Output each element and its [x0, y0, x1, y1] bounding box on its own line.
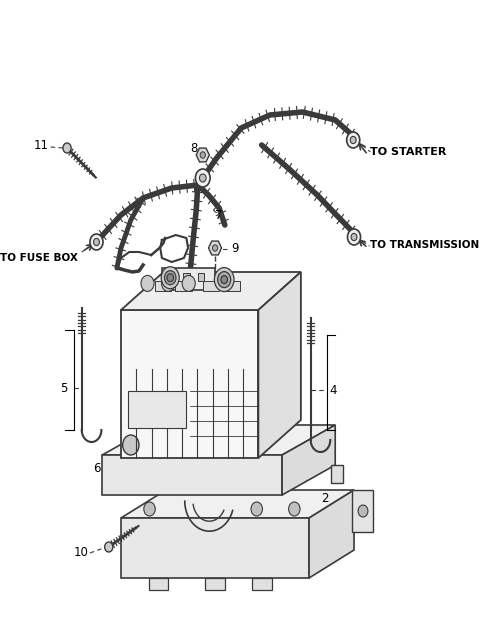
Circle shape: [165, 271, 176, 285]
Circle shape: [105, 542, 113, 552]
Bar: [252, 578, 272, 590]
Circle shape: [162, 275, 175, 292]
Circle shape: [251, 502, 263, 516]
Circle shape: [215, 267, 234, 292]
Text: TO STARTER: TO STARTER: [370, 147, 446, 157]
Bar: [162, 268, 215, 290]
Text: 5: 5: [60, 381, 67, 394]
Circle shape: [123, 435, 139, 455]
Text: 1: 1: [285, 389, 292, 402]
Circle shape: [351, 233, 357, 241]
Circle shape: [213, 245, 217, 251]
Polygon shape: [208, 241, 222, 255]
Bar: [205, 578, 225, 590]
Text: 4: 4: [329, 384, 337, 397]
Text: TO FUSE BOX: TO FUSE BOX: [0, 253, 78, 263]
Text: 7: 7: [215, 209, 223, 222]
Polygon shape: [258, 272, 301, 458]
Text: 8: 8: [191, 142, 198, 155]
Polygon shape: [331, 465, 343, 483]
Circle shape: [90, 234, 103, 250]
Text: 11: 11: [34, 139, 49, 152]
Polygon shape: [102, 425, 335, 455]
Circle shape: [195, 169, 210, 187]
Circle shape: [161, 267, 179, 288]
Circle shape: [221, 275, 228, 284]
Text: 3: 3: [244, 274, 251, 287]
Circle shape: [182, 275, 195, 292]
Circle shape: [144, 502, 155, 516]
Circle shape: [200, 152, 205, 158]
Circle shape: [200, 174, 206, 182]
Bar: [149, 578, 168, 590]
Text: 9: 9: [231, 241, 239, 254]
Bar: [203, 281, 219, 291]
Bar: [128, 391, 186, 428]
Bar: [223, 281, 240, 291]
Circle shape: [167, 274, 173, 282]
Bar: [121, 518, 309, 578]
Text: 2: 2: [321, 491, 329, 504]
Bar: [102, 455, 282, 495]
Polygon shape: [121, 272, 301, 310]
Circle shape: [347, 132, 360, 148]
Text: 6: 6: [93, 462, 101, 475]
Circle shape: [358, 505, 368, 517]
Circle shape: [63, 143, 71, 153]
Polygon shape: [282, 425, 335, 495]
Polygon shape: [121, 490, 354, 518]
Circle shape: [94, 238, 99, 246]
Text: 10: 10: [73, 547, 88, 560]
Bar: [198, 273, 204, 281]
Bar: [352, 490, 373, 532]
Bar: [175, 281, 192, 291]
Circle shape: [217, 272, 231, 288]
Bar: [121, 310, 258, 458]
Polygon shape: [196, 148, 209, 162]
Polygon shape: [309, 490, 354, 578]
Circle shape: [141, 275, 154, 292]
Bar: [183, 273, 190, 281]
Circle shape: [348, 229, 360, 245]
Bar: [155, 281, 171, 291]
Circle shape: [350, 136, 356, 144]
Bar: [168, 273, 175, 281]
Text: TO TRANSMISSION: TO TRANSMISSION: [370, 240, 479, 250]
Circle shape: [288, 502, 300, 516]
